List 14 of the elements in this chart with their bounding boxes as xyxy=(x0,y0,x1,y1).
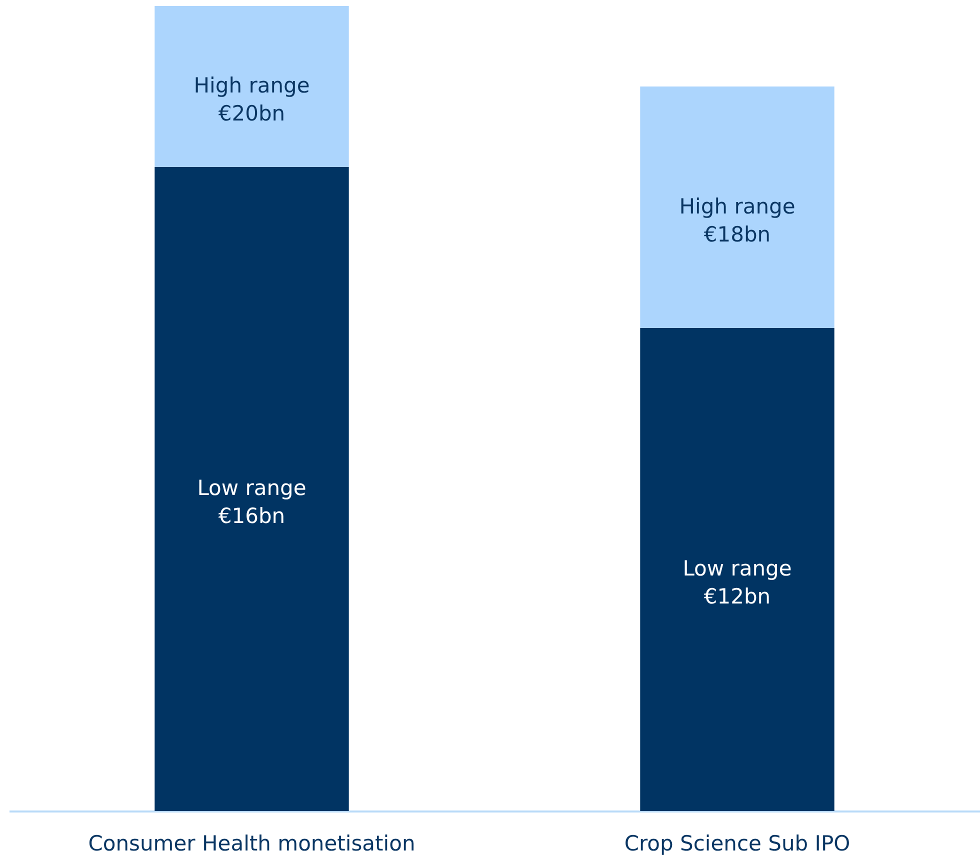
x-tick-label: Consumer Health monetisation xyxy=(88,832,416,856)
bar xyxy=(154,167,349,811)
total-label: €20bn xyxy=(218,102,286,126)
data-label: €16bn xyxy=(218,504,286,528)
series-label: Low range xyxy=(197,476,306,500)
x-tick-label: Crop Science Sub IPO xyxy=(624,832,850,856)
series-label: High range xyxy=(194,74,310,98)
text: High range xyxy=(679,194,796,218)
data-label: €12bn xyxy=(704,584,771,608)
text: Low range xyxy=(682,556,792,580)
bar xyxy=(640,86,834,328)
total-label: €18bn xyxy=(704,222,771,246)
bar xyxy=(640,328,834,811)
bar xyxy=(154,6,349,167)
